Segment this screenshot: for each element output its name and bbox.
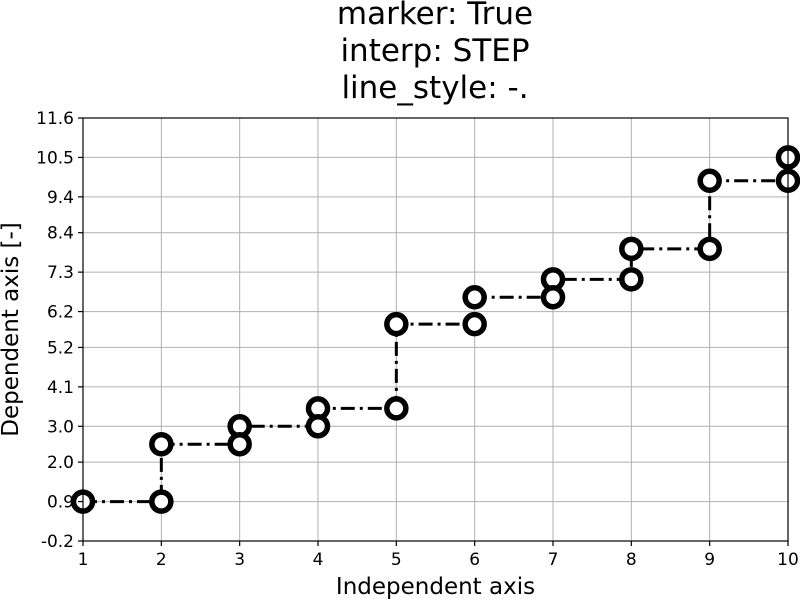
x-axis: 1 2 3 4 5 6 7 8 9 10 [78, 541, 799, 570]
data-point-marker [462, 284, 487, 310]
step-corner-marker [697, 236, 722, 262]
y-tick-label: 3.0 [47, 417, 74, 437]
chart-title-line: interp: STEP [340, 33, 529, 69]
data-point-marker [619, 236, 644, 262]
data-point-marker [149, 431, 174, 457]
step-corner-marker [462, 311, 487, 337]
series-line [83, 157, 790, 504]
data-point-marker [697, 168, 722, 193]
x-tick-label: 1 [78, 550, 89, 570]
y-axis: -0.2 0.9 2.0 3.0 4.1 5.2 6.2 7.3 8.4 9.4 10.5 11.6 [36, 109, 83, 552]
step-corner-marker [540, 284, 566, 310]
y-tick-label: 4.1 [47, 378, 74, 398]
plot-frame [82, 117, 789, 542]
x-tick-label: 8 [626, 550, 637, 570]
x-tick-label: 5 [391, 550, 402, 570]
step-corner-marker [384, 396, 409, 421]
y-tick-label: 6.2 [47, 303, 74, 323]
grid [82, 117, 789, 542]
chart-title-line: line_style: -. [341, 70, 528, 106]
y-tick-label: 2.0 [47, 453, 74, 473]
x-tick-label: 4 [313, 550, 324, 570]
x-tick-label: 7 [548, 550, 559, 570]
y-tick-label: 11.6 [36, 109, 74, 129]
x-tick-label: 6 [469, 550, 480, 570]
chart-title-line: marker: True [337, 0, 533, 32]
series-area [70, 145, 800, 514]
y-tick-label: 8.4 [47, 224, 74, 244]
data-point-marker [384, 311, 409, 337]
y-tick-label: 7.3 [47, 263, 74, 283]
y-tick-label: 0.9 [47, 493, 74, 513]
step-corner-marker [149, 489, 174, 514]
y-tick-label: -0.2 [41, 532, 74, 552]
step-corner-marker [305, 414, 331, 439]
y-tick-label: 5.2 [47, 338, 74, 358]
step-corner-marker [619, 267, 644, 292]
x-tick-label: 9 [704, 550, 715, 570]
y-tick-label: 9.4 [47, 188, 74, 208]
x-tick-label: 2 [156, 550, 167, 570]
y-axis-label: Dependent axis [-] [0, 222, 24, 436]
step-corner-marker [227, 431, 252, 457]
x-tick-label: 3 [234, 550, 245, 570]
y-tick-label: 10.5 [36, 148, 74, 168]
x-axis-label: Independent axis [336, 574, 535, 600]
x-tick-label: 10 [777, 550, 799, 570]
